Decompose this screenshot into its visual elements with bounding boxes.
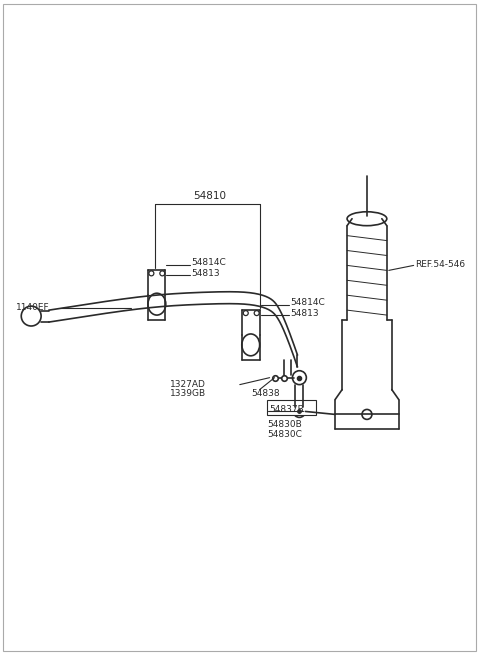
Text: 54830B: 54830B bbox=[268, 420, 302, 429]
Text: 54810: 54810 bbox=[193, 191, 227, 201]
Text: 54837B: 54837B bbox=[270, 405, 304, 414]
Text: 1339GB: 1339GB bbox=[170, 389, 206, 398]
Text: 54813: 54813 bbox=[290, 309, 319, 318]
FancyBboxPatch shape bbox=[266, 400, 316, 415]
Text: REF.54-546: REF.54-546 bbox=[416, 260, 466, 269]
Text: 1327AD: 1327AD bbox=[170, 380, 206, 389]
Text: 54814C: 54814C bbox=[290, 297, 325, 307]
Text: 1140EF: 1140EF bbox=[16, 303, 50, 312]
Text: 54830C: 54830C bbox=[268, 430, 302, 439]
Text: 54838: 54838 bbox=[252, 389, 280, 398]
Text: 54813: 54813 bbox=[191, 269, 220, 278]
Text: 54814C: 54814C bbox=[191, 258, 226, 267]
